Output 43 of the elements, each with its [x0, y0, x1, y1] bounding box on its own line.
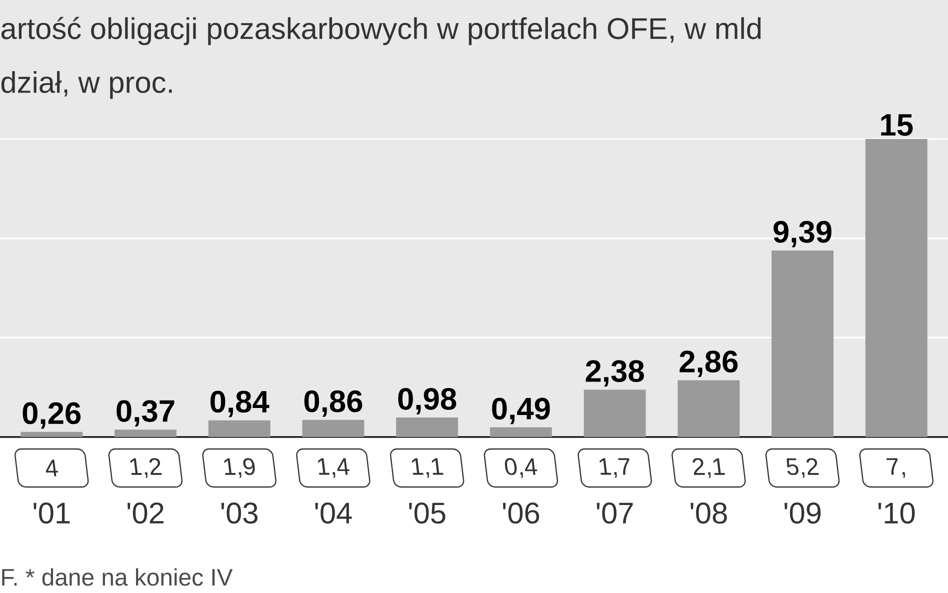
data-label: 0,49	[492, 398, 550, 424]
bar	[772, 250, 834, 437]
text: 4	[46, 460, 58, 476]
text: dział, w proc.	[1, 71, 172, 99]
bar	[114, 430, 176, 437]
x-tick-label: '06	[502, 502, 540, 524]
text: 1,1	[412, 458, 444, 478]
data-label: 0,86	[304, 390, 362, 417]
text: 1,2	[130, 458, 162, 478]
bar	[302, 420, 364, 437]
bar	[20, 432, 83, 437]
data-label: 0,26	[22, 402, 81, 429]
x-tick-label: '01	[34, 502, 70, 524]
text: 7,	[886, 458, 906, 478]
text: 2,1	[692, 458, 725, 478]
x-tick-label: '04	[315, 502, 352, 524]
data-label: 9,39	[774, 220, 832, 248]
bar	[490, 427, 552, 437]
data-label: 0,98	[398, 388, 456, 414]
bar	[208, 420, 270, 437]
bar	[396, 418, 458, 437]
text: F. * dane na koniec IV	[2, 568, 233, 586]
bar	[865, 139, 928, 437]
text: 1,9	[224, 458, 255, 478]
data-label: 15	[881, 114, 913, 136]
x-tick-label: '05	[409, 502, 446, 524]
bar	[678, 380, 740, 437]
x-tick-label: '02	[128, 502, 164, 524]
text: 1,4	[318, 458, 350, 478]
text: 1,7	[600, 458, 630, 478]
data-label: 0,84	[210, 390, 270, 418]
x-tick-label: '07	[596, 502, 633, 524]
text: 0,4	[504, 458, 538, 478]
data-label: 2,38	[586, 360, 644, 387]
text: artość obligacji pozaskarbowych w portfelach OFE, w mld	[1, 16, 761, 46]
x-tick-label: '03	[221, 502, 258, 524]
x-tick-label: '09	[784, 502, 821, 524]
x-tick-label: '08	[690, 502, 727, 524]
bar	[584, 390, 646, 437]
text: 5,2	[786, 458, 819, 478]
x-tick-label: '10	[878, 502, 915, 524]
data-label: 2,86	[680, 350, 738, 377]
data-label: 0,37	[116, 400, 174, 426]
